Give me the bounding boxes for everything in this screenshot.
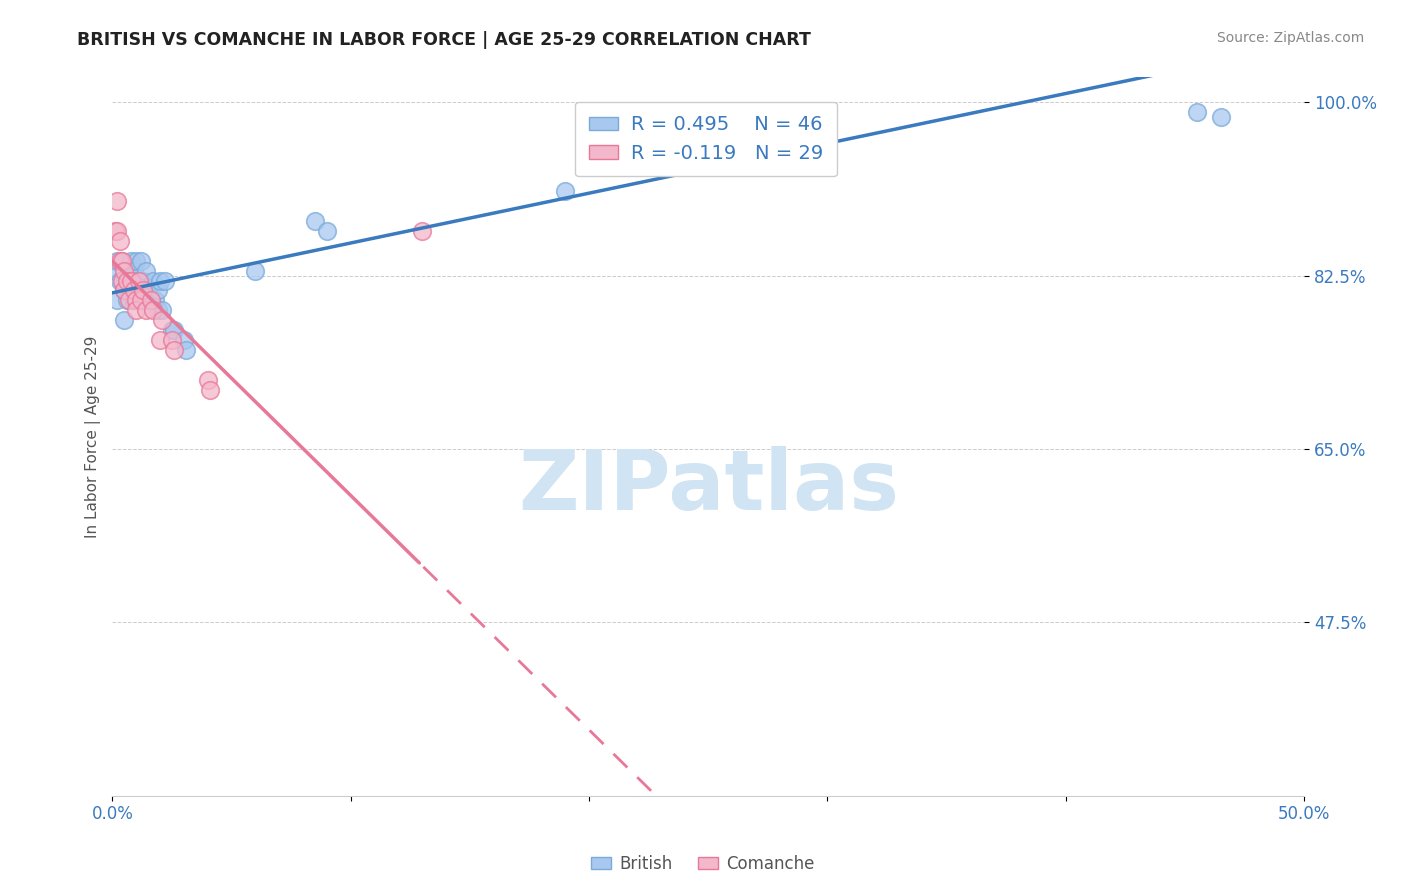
Point [111, 253, 134, 268]
Point [132, 274, 155, 288]
Point [139, 293, 162, 308]
Point [122, 263, 145, 277]
Point [115, 274, 138, 288]
Point [112, 313, 135, 327]
Point [129, 274, 152, 288]
Point [1209, 110, 1232, 124]
Point [118, 274, 141, 288]
Point [108, 274, 131, 288]
Point [160, 323, 183, 337]
Point [1185, 105, 1208, 120]
Point [105, 224, 128, 238]
Point [129, 293, 152, 308]
Point [121, 274, 143, 288]
Point [780, 105, 803, 120]
Point [626, 105, 648, 120]
Point [304, 214, 326, 228]
Point [125, 293, 148, 308]
Legend: British, Comanche: British, Comanche [585, 848, 821, 880]
Point [139, 293, 162, 308]
Point [163, 323, 186, 337]
Point [128, 274, 150, 288]
Point [111, 274, 134, 288]
Point [112, 284, 135, 298]
Point [316, 224, 339, 238]
Point [112, 284, 135, 298]
Point [136, 284, 159, 298]
Point [152, 313, 174, 327]
Point [146, 303, 169, 318]
Point [153, 274, 176, 288]
Point [804, 110, 827, 124]
Point [160, 333, 183, 347]
Point [411, 224, 433, 238]
Point [118, 293, 141, 308]
Y-axis label: In Labor Force | Age 25-29: In Labor Force | Age 25-29 [86, 335, 101, 538]
Point [149, 333, 172, 347]
Text: Source: ZipAtlas.com: Source: ZipAtlas.com [1216, 31, 1364, 45]
Point [129, 253, 152, 268]
Point [104, 263, 127, 277]
Point [125, 303, 148, 318]
Point [108, 253, 131, 268]
Point [173, 333, 195, 347]
Point [118, 263, 141, 277]
Point [112, 263, 135, 277]
Point [152, 303, 174, 318]
Point [197, 373, 219, 387]
Point [122, 293, 145, 308]
Point [149, 274, 172, 288]
Point [135, 293, 157, 308]
Point [176, 343, 198, 357]
Point [132, 284, 155, 298]
Point [135, 263, 157, 277]
Point [626, 798, 648, 813]
Text: ZIPatlas: ZIPatlas [517, 446, 898, 527]
Point [105, 194, 128, 209]
Point [125, 274, 148, 288]
Point [108, 234, 131, 248]
Point [128, 284, 150, 298]
Point [198, 383, 221, 397]
Point [122, 284, 145, 298]
Point [146, 284, 169, 298]
Point [650, 110, 672, 124]
Point [111, 253, 134, 268]
Point [482, 829, 505, 843]
Point [121, 253, 143, 268]
Point [143, 293, 166, 308]
Point [115, 274, 138, 288]
Point [245, 263, 267, 277]
Point [554, 185, 576, 199]
Point [135, 303, 157, 318]
Point [115, 293, 138, 308]
Point [121, 284, 143, 298]
Point [104, 224, 127, 238]
Legend: R = 0.495    N = 46, R = -0.119   N = 29: R = 0.495 N = 46, R = -0.119 N = 29 [575, 102, 837, 177]
Point [142, 274, 165, 288]
Text: BRITISH VS COMANCHE IN LABOR FORCE | AGE 25-29 CORRELATION CHART: BRITISH VS COMANCHE IN LABOR FORCE | AGE… [77, 31, 811, 49]
Point [105, 253, 128, 268]
Point [125, 253, 148, 268]
Point [105, 293, 128, 308]
Point [163, 343, 186, 357]
Point [142, 303, 165, 318]
